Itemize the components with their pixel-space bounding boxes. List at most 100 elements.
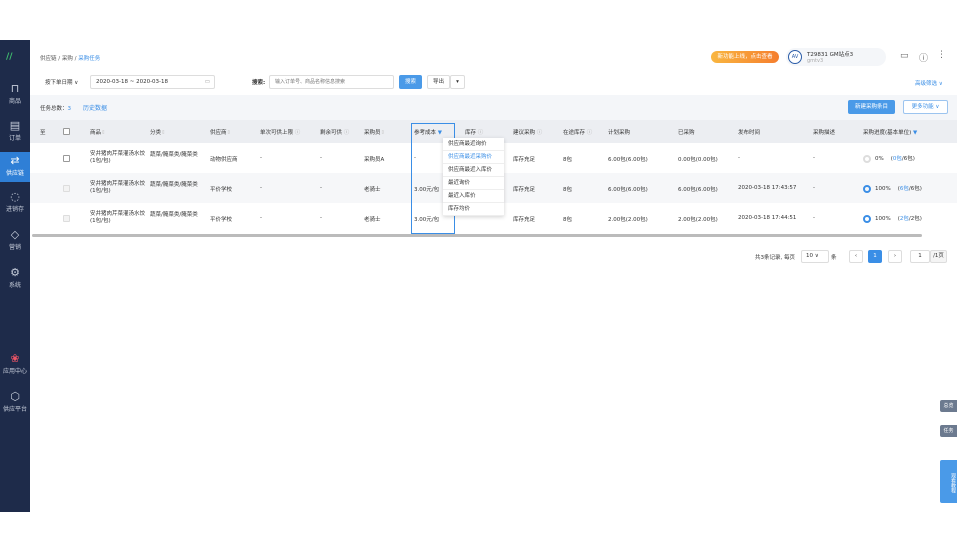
column-header[interactable]: 采购进度(基本单位) ▼ xyxy=(863,130,918,136)
row-checkbox[interactable] xyxy=(63,215,70,222)
cell-supplier: 动物供应商 xyxy=(210,157,238,163)
sort-icon[interactable]: ⇕ xyxy=(380,130,386,136)
sort-icon[interactable]: ⇕ xyxy=(226,130,232,136)
cell-remain: - xyxy=(320,185,322,191)
message-icon[interactable]: ▭ xyxy=(900,51,909,61)
table-header xyxy=(30,120,957,143)
sidebar-item-inventory[interactable]: ◌ 进销存 xyxy=(5,190,24,214)
caret-down-icon[interactable]: ▼ xyxy=(436,130,442,136)
purchased-link[interactable]: 2包 xyxy=(899,216,909,222)
help-icon[interactable]: ⓘ xyxy=(293,130,301,136)
help-icon[interactable]: ⓘ xyxy=(919,54,929,64)
breadcrumb-item[interactable]: 采购 xyxy=(61,56,73,62)
breadcrumb-item[interactable]: 供应链 xyxy=(40,56,57,62)
new-purchase-button[interactable]: 新建采购条目 xyxy=(848,100,895,114)
column-header: 发布时间 xyxy=(738,130,761,136)
product-link[interactable]: 安井猪肉芹菜灌汤水饺(1包/包) xyxy=(90,211,146,224)
purchased-link[interactable]: 6包 xyxy=(899,186,909,192)
search-button[interactable]: 搜索 xyxy=(399,75,422,89)
prev-page-button[interactable]: ‹ xyxy=(849,250,863,263)
help-icon[interactable]: ⓘ xyxy=(585,130,593,136)
more-functions-button[interactable]: 更多功能 ∨ xyxy=(903,100,948,114)
sort-icon[interactable]: ⇕ xyxy=(161,130,166,136)
sidebar-item-orders[interactable]: ▤ 订单 xyxy=(8,119,21,143)
cost-option[interactable]: 最近询价 xyxy=(443,177,504,190)
cell-supplier: 平价学校 xyxy=(210,217,233,223)
date-range-input[interactable]: 2020-03-18 ~ 2020-03-18 ▭ xyxy=(90,75,215,89)
cell-category: 蔬菜/腌菜类/腌菜类 xyxy=(150,212,198,218)
purchase-progress: 0% (0包/6包) xyxy=(863,154,915,163)
column-header[interactable]: 商品⇕ xyxy=(90,130,106,136)
row-checkbox[interactable] xyxy=(63,185,70,192)
cell-category: 蔬菜/腌菜类/腌菜类 xyxy=(150,182,198,188)
cycle-icon: ◌ xyxy=(10,190,20,203)
search-input[interactable] xyxy=(269,75,394,89)
date-type-select[interactable]: 按下单日期 ∨ xyxy=(45,80,79,86)
column-header[interactable]: 分类⇕ xyxy=(150,130,166,136)
export-dropdown-button[interactable]: ▾ xyxy=(450,75,465,89)
sidebar-item-supply-platform[interactable]: ⬡ 供应平台 xyxy=(2,390,27,414)
product-link[interactable]: 安井猪肉芹菜灌汤水饺(1包/包) xyxy=(90,151,146,164)
sidebar-item-marketing[interactable]: ◇ 营销 xyxy=(8,228,21,252)
page-size-select[interactable]: 10 ∨ xyxy=(801,250,829,263)
breadcrumb-current: 采购任务 xyxy=(78,56,101,62)
column-header: 计划采购 xyxy=(608,130,631,136)
column-header[interactable]: 供应商⇕ xyxy=(210,130,232,136)
advanced-filter-link[interactable]: 高级筛选 ∨ xyxy=(915,81,943,87)
horizontal-scrollbar[interactable] xyxy=(32,234,922,237)
row-checkbox[interactable] xyxy=(63,155,70,162)
side-tab-tasks[interactable]: 任务 xyxy=(940,425,957,437)
cost-option[interactable]: 库存均价 xyxy=(443,203,504,216)
more-icon[interactable]: ⋮ xyxy=(937,50,946,60)
task-count: 任务总数：3 xyxy=(40,106,72,112)
cell-remain: - xyxy=(320,155,322,161)
cell-suggest: 库存充足 xyxy=(513,187,536,193)
cost-option[interactable]: 最近入库价 xyxy=(443,190,504,203)
cell-time: 2020-03-18 17:43:57 xyxy=(738,185,797,191)
export-button[interactable]: 导出 xyxy=(427,75,450,89)
promo-button[interactable]: 新功能上线，点击查看 xyxy=(711,51,779,63)
page-jump-input[interactable]: 1 xyxy=(910,250,930,263)
cell-remain: - xyxy=(320,215,322,221)
caret-down-icon[interactable]: ▼ xyxy=(911,130,918,136)
sidebar-item-system[interactable]: ⚙ 系统 xyxy=(8,266,21,290)
cost-option[interactable]: 供应商最近询价 xyxy=(443,138,504,151)
cell-cost: 3.00元/包 xyxy=(414,187,440,193)
column-header[interactable]: 采购员⇕ xyxy=(364,130,386,136)
help-icon[interactable]: ⓘ xyxy=(342,130,350,136)
side-tab-overview[interactable]: 总览 xyxy=(940,400,957,412)
sort-icon[interactable]: ⇕ xyxy=(101,130,106,136)
caret-down-icon: ▾ xyxy=(456,79,459,85)
cell-bought: 0.00包(0.00包) xyxy=(678,157,718,163)
cost-option[interactable]: 供应商最近采购价 xyxy=(443,151,504,164)
column-header: 建议采购 ⓘ xyxy=(513,130,543,136)
sidebar-item-app-center[interactable]: ❀ 应用中心 xyxy=(2,352,27,376)
sidebar-item-products[interactable]: ⊓ 商品 xyxy=(8,82,21,106)
next-page-button[interactable]: › xyxy=(888,250,902,263)
cell-transit: 8包 xyxy=(563,187,572,193)
cell-supplier: 平价学校 xyxy=(210,187,233,193)
cost-type-dropdown: 供应商最近询价 供应商最近采购价 供应商最近入库价 最近询价 最近入库价 库存均价 xyxy=(443,138,504,216)
cell-buyer: 采购员A xyxy=(364,157,385,163)
cell-category: 蔬菜/腌菜类/腌菜类 xyxy=(150,152,198,158)
product-link[interactable]: 安井猪肉芹菜灌汤水饺(1包/包) xyxy=(90,181,146,194)
column-header: 采购描述 xyxy=(813,130,836,136)
user-panel[interactable]: AV T29831 GM站点3 gmtv3 xyxy=(786,48,886,66)
column-header: 单次可供上限 ⓘ xyxy=(260,130,301,136)
cell-plan: 6.00包(6.00包) xyxy=(608,187,648,193)
cell-desc: - xyxy=(813,185,815,191)
select-all-checkbox[interactable] xyxy=(63,128,70,135)
cell-suggest: 库存充足 xyxy=(513,217,536,223)
cell-bought: 2.00包(2.00包) xyxy=(678,217,718,223)
history-data-link[interactable]: 历史数据 xyxy=(83,105,108,112)
cost-option[interactable]: 供应商最近入库价 xyxy=(443,164,504,177)
column-header: 至 xyxy=(40,130,46,136)
column-header[interactable]: 参考成本 ▼ xyxy=(414,130,442,136)
help-icon[interactable]: ⓘ xyxy=(535,130,543,136)
purchased-link[interactable]: 0包 xyxy=(892,156,902,162)
sidebar-item-supply-chain[interactable]: ⇄ 供应链 xyxy=(0,152,30,182)
cell-desc: - xyxy=(813,155,815,161)
page-1-button[interactable]: 1 xyxy=(868,250,882,263)
side-tab-tutorial[interactable]: 观看教程 xyxy=(940,460,957,503)
help-icon[interactable]: ⓘ xyxy=(476,130,484,136)
